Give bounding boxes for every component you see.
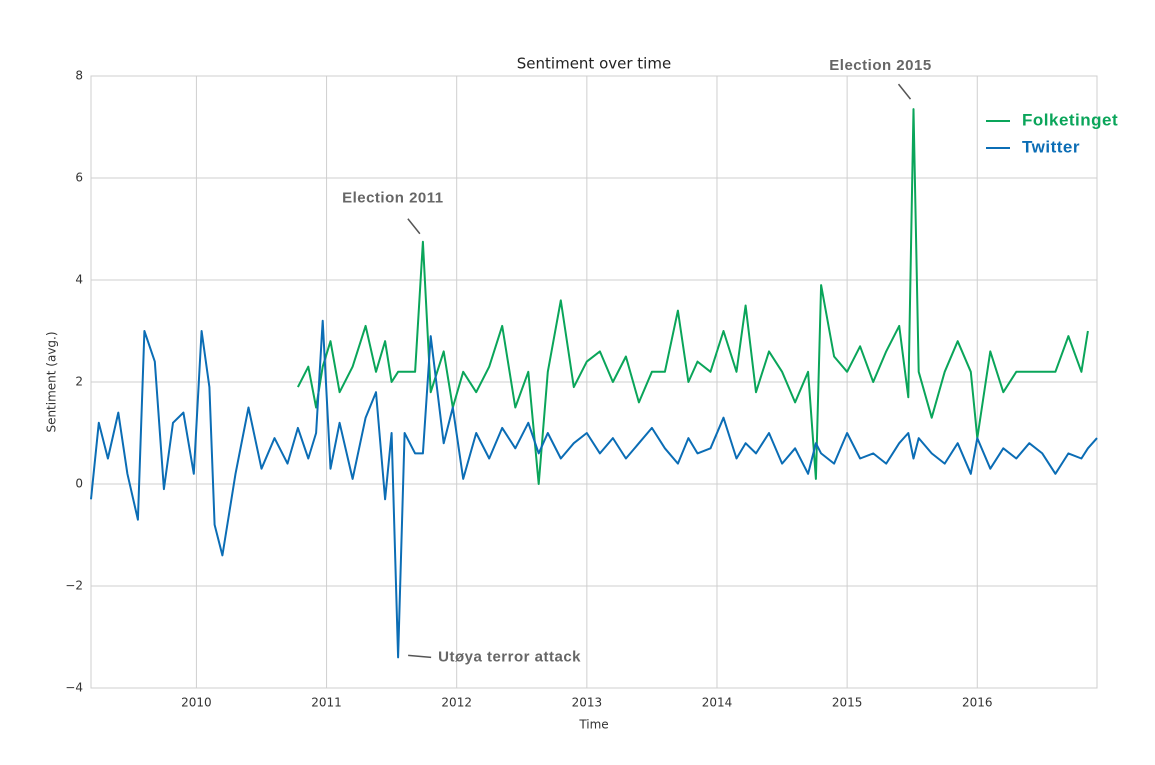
y-tick-label: 4 <box>75 273 83 287</box>
annotation-arrow <box>408 654 432 659</box>
data-line <box>297 108 1089 485</box>
y-tick-label: 0 <box>75 477 83 491</box>
x-axis-label: Time <box>578 718 608 732</box>
annotation: Utøya terror attack <box>438 648 581 665</box>
y-tick-label: 2 <box>75 375 83 389</box>
annotation-arrow <box>897 83 912 100</box>
x-tick-label: 2016 <box>962 696 993 710</box>
x-tick-label: 2010 <box>181 696 212 710</box>
annotation: Election 2011 <box>342 190 444 207</box>
y-tick-label: −2 <box>65 579 83 593</box>
y-tick-label: 8 <box>75 69 83 83</box>
x-tick-label: 2013 <box>572 696 603 710</box>
annotation: Election 2015 <box>829 57 931 74</box>
x-tick-label: 2014 <box>702 696 733 710</box>
annotation-arrow <box>407 218 421 235</box>
x-tick-label: 2011 <box>311 696 342 710</box>
x-tick-label: 2015 <box>832 696 863 710</box>
x-tick-label: 2012 <box>441 696 472 710</box>
y-tick-label: −4 <box>65 681 83 695</box>
chart-title: Sentiment over time <box>517 55 671 73</box>
legend-label: Twitter <box>1022 137 1080 156</box>
y-tick-label: 6 <box>75 171 83 185</box>
data-line <box>90 319 1098 659</box>
y-axis-label: Sentiment (avg.) <box>45 331 59 432</box>
legend-label: Folketinget <box>1022 110 1118 129</box>
